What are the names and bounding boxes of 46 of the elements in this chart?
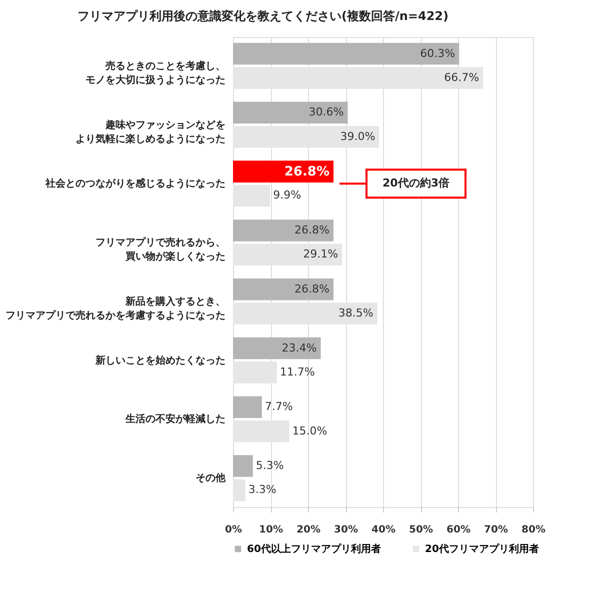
data-label: 60.3% [420, 46, 456, 60]
x-tick-label: 50% [409, 524, 433, 536]
data-label: 29.1% [303, 248, 338, 261]
legend-label: 20代フリマアプリ利用者 [425, 543, 539, 555]
x-tick-label: 60% [446, 524, 470, 536]
bar [233, 479, 246, 502]
data-label: 30.6% [308, 106, 344, 119]
x-tick-label: 10% [259, 524, 283, 536]
x-tick-label: 70% [484, 524, 508, 536]
y-tick-label: 新しいことを始めたくなった [94, 354, 226, 366]
data-label: 23.4% [282, 341, 317, 354]
data-label: 5.3% [256, 459, 284, 472]
x-tick-label: 40% [372, 524, 396, 536]
bar [233, 455, 253, 477]
data-label: 38.5% [338, 306, 374, 320]
y-tick-label: 趣味やファッションなどをより気軽に楽しめるようになった [76, 118, 226, 145]
bar [233, 220, 334, 242]
y-tick-label: 社会とのつながりを感じるようになった [44, 178, 226, 190]
data-label: 26.8% [284, 164, 330, 180]
y-tick-label: 生活の不安が軽減した [124, 413, 226, 426]
data-label: 66.7% [444, 70, 480, 84]
bar [233, 396, 262, 418]
data-label: 26.8% [294, 282, 330, 296]
data-label: 3.3% [248, 483, 276, 496]
x-tick-label: 20% [296, 524, 320, 536]
data-label: 11.7% [280, 365, 315, 378]
bar [233, 278, 334, 300]
x-tick-label: 30% [334, 524, 358, 536]
bar [233, 102, 348, 124]
y-tick-label: フリマアプリで売れるから、買い物が楽しくなった [96, 236, 226, 263]
chart-title: フリマアプリ利用後の意識変化を教えてください(複数回答/n=422) [78, 9, 448, 23]
bar [233, 337, 321, 360]
data-label: 26.8% [294, 223, 330, 236]
data-label: 15.0% [292, 424, 328, 438]
bar [233, 160, 334, 182]
x-tick-label: 80% [522, 524, 546, 536]
data-label: 7.7% [264, 400, 293, 414]
data-label: 9.9% [273, 188, 302, 202]
x-tick-label: 0% [225, 524, 242, 536]
annotation: 20代の約3倍 [382, 176, 450, 190]
bar [233, 42, 460, 65]
y-tick-label: 新品を購入するとき、フリマアプリで売れるかを考慮するようになった [6, 295, 226, 322]
y-tick-label: 売るときのことを考慮し、モノを大切に扱うようになった [86, 60, 226, 86]
y-tick-label: その他 [196, 472, 226, 484]
legend-label: 60代以上フリマアプリ利用者 [247, 543, 381, 555]
data-label: 39.0% [340, 130, 376, 143]
